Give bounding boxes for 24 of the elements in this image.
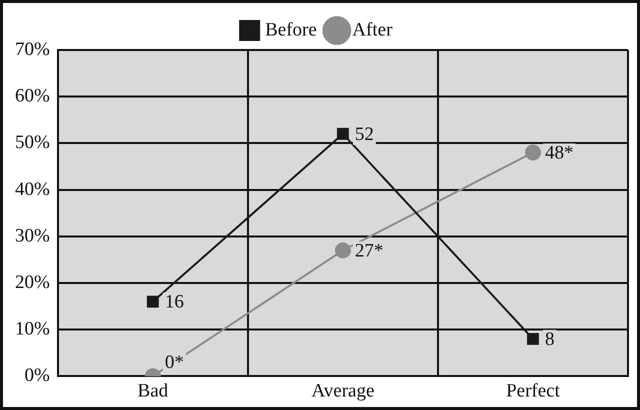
y-tick-label: 10% [15, 318, 50, 340]
point [336, 128, 349, 140]
y-tick-label: 40% [15, 178, 50, 200]
x-tick-label: Perfect [506, 380, 561, 402]
data-label: 27* [354, 240, 384, 262]
y-tick-label: 20% [15, 272, 50, 293]
y-tick-label: 70% [15, 38, 50, 60]
legend-label: Before [265, 19, 317, 40]
data-label: 48* [544, 142, 574, 164]
legend-label: After [352, 19, 394, 40]
point [527, 332, 539, 345]
data-label: 16 [164, 292, 184, 313]
data-label: 0* [164, 352, 184, 374]
data-label: 52 [354, 124, 374, 145]
y-tick-label: 30% [15, 225, 50, 246]
data-label: 8 [544, 328, 554, 350]
point [524, 144, 541, 161]
y-tick-label: 50% [15, 132, 50, 154]
x-tick-label: Bad [138, 380, 169, 402]
point [146, 296, 159, 308]
x-tick-label: Average [311, 380, 374, 402]
y-tick-label: 60% [15, 86, 50, 107]
point [334, 242, 351, 258]
y-tick-label: 0% [24, 365, 50, 386]
